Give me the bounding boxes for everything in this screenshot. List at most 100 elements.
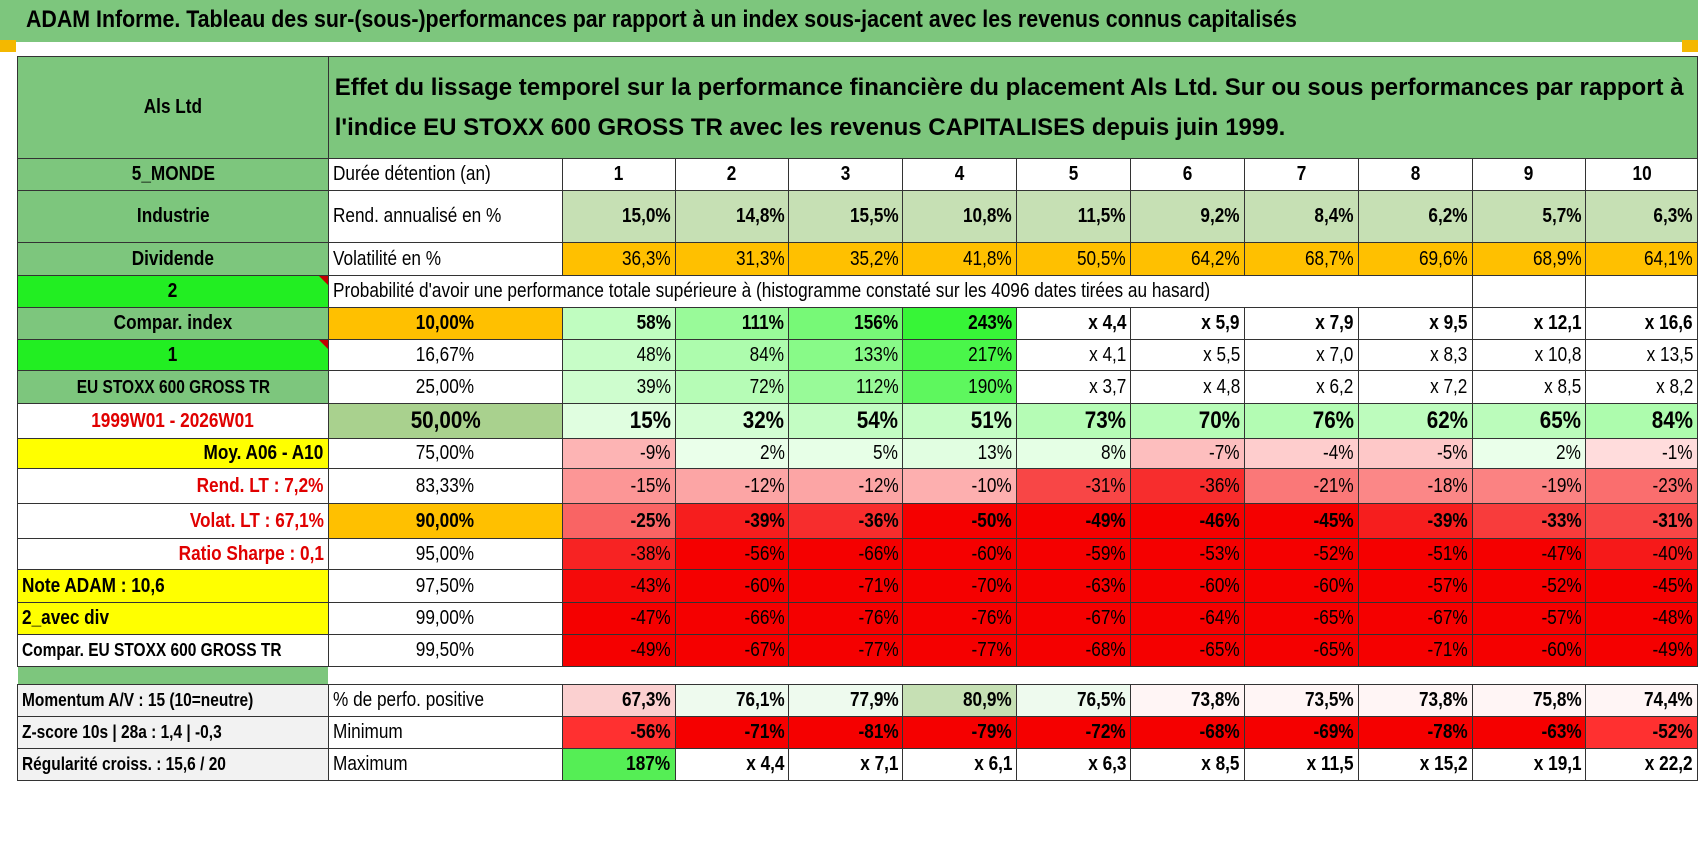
regularite-label-text: Régularité croiss. : 15,6 / 20: [22, 754, 226, 774]
percentile-label-text: 97,50%: [416, 574, 475, 597]
percentile-cell: 217%: [902, 339, 1018, 371]
percentile-cell: -59%: [1016, 538, 1132, 570]
percentile-label: 16,67%: [327, 339, 563, 371]
summary-cell: -52%: [1585, 716, 1698, 749]
percentile-cell: -60%: [674, 569, 790, 603]
percentile-cell-text: -15%: [630, 474, 671, 497]
percentile-cell-text: 8%: [1101, 442, 1127, 464]
summary-cell-text: -72%: [1085, 721, 1127, 743]
proba-label-text: Probabilité d'avoir une performance tota…: [332, 280, 1210, 302]
vol-cell: 36,3%: [561, 242, 676, 276]
summary-cell: x 6,3: [1016, 748, 1132, 781]
summary-cell: x 15,2: [1357, 748, 1473, 781]
company-name-text: Als Ltd: [143, 96, 203, 118]
percentile-label: 95,00%: [327, 538, 563, 570]
percentile-cell-text: -77%: [858, 639, 899, 661]
percentile-cell: -67%: [1357, 602, 1473, 635]
percentile-cell: x 16,6: [1585, 307, 1698, 340]
percentile-cell: -47%: [1471, 538, 1587, 570]
percentile-cell-text: -23%: [1652, 474, 1693, 497]
percentile-cell-text: -51%: [1427, 542, 1468, 565]
vol-cell-text: 68,9%: [1532, 247, 1582, 270]
vol-cell: 41,8%: [902, 242, 1018, 276]
percentile-cell-text: -19%: [1541, 474, 1582, 497]
percentile-cell-text: 70%: [1198, 407, 1240, 434]
percentile-cell-text: x 9,5: [1429, 312, 1468, 334]
percentile-cell: x 5,9: [1130, 307, 1245, 340]
percentile-cell: 112%: [788, 370, 904, 404]
percentile-row: Compar. EU STOXX 600 GROSS TR 99,50% -49% -…: [17, 634, 1698, 667]
summary-cell-text: 76,5%: [1077, 689, 1127, 711]
note-label: Note ADAM : 10,6: [17, 569, 329, 603]
percentile-cell: -76%: [788, 602, 904, 635]
summary-cell-text: -63%: [1541, 721, 1582, 743]
percentile-cell: 73%: [1016, 403, 1132, 439]
percentile-cell-text: -76%: [972, 607, 1013, 629]
percentile-cell-text: -71%: [1427, 639, 1468, 661]
period-label: 1999W01 - 2026W01: [17, 403, 329, 439]
summary-cell-text: 73,8%: [1418, 689, 1468, 711]
compar-index-label-text: Compar. index: [113, 312, 233, 334]
summary-row: Z-score 10s | 28a : 1,4 | -0,3 Minimum -56…: [17, 716, 1698, 749]
rend-cell-text: 14,8%: [735, 205, 785, 227]
percentile-cell-text: -77%: [972, 639, 1013, 661]
percentile-cell-text: -67%: [744, 639, 785, 661]
percentile-label-text: 99,00%: [416, 607, 475, 629]
percentile-cell: -65%: [1130, 634, 1245, 667]
summary-cell-text: x 7,1: [860, 753, 899, 775]
summary-cell: x 11,5: [1243, 748, 1359, 781]
percentile-cell-text: 243%: [968, 312, 1013, 334]
percentile-row: Note ADAM : 10,6 97,50% -43% -60% -71% -70% -6…: [17, 569, 1698, 603]
rend-cell: 8,4%: [1243, 190, 1359, 243]
rend-cell-text: 5,7%: [1542, 205, 1582, 227]
percentile-cell-text: 84%: [1651, 407, 1693, 434]
duree-label-text: Durée détention (an): [332, 163, 491, 185]
percentile-cell-text: -60%: [1199, 574, 1240, 597]
percentile-cell: x 8,5: [1471, 370, 1587, 404]
maximum-label-text: Maximum: [332, 753, 408, 775]
percentile-cell: -51%: [1357, 538, 1473, 570]
percentile-cell: -12%: [788, 468, 904, 504]
summary-cell: -69%: [1243, 716, 1359, 749]
percentile-cell: 243%: [902, 307, 1018, 340]
summary-cell: x 22,2: [1585, 748, 1698, 781]
percentile-cell: 70%: [1130, 403, 1245, 439]
percentile-cell: 84%: [674, 339, 790, 371]
percentile-cell-text: -31%: [1085, 474, 1127, 497]
percentile-cell: 48%: [561, 339, 676, 371]
vol-cell-text: 31,3%: [735, 247, 785, 270]
percentile-cell: -49%: [1585, 634, 1698, 667]
percentile-cell: -10%: [902, 468, 1018, 504]
summary-cell: 76,1%: [674, 684, 790, 717]
summary-cell: x 4,4: [674, 748, 790, 781]
percentile-cell: x 8,3: [1357, 339, 1473, 371]
percentile-label: 90,00%: [327, 503, 563, 539]
summary-cell-text: 73,5%: [1305, 689, 1354, 711]
summary-cell: 74,4%: [1585, 684, 1698, 717]
summary-cell: 76,5%: [1016, 684, 1132, 717]
summary-cell: -79%: [902, 716, 1018, 749]
compar-index-label: Compar. index: [17, 307, 329, 340]
percentile-cell-text: -48%: [1652, 607, 1693, 629]
summary-row: Momentum A/V : 15 (10=neutre) % de perfo.…: [17, 684, 1698, 717]
summary-cell-text: -52%: [1652, 721, 1693, 743]
summary-cell: -63%: [1471, 716, 1587, 749]
percentile-cell-text: -47%: [630, 607, 671, 629]
title-banner: ADAM Informe. Tableau des sur-(sous-)per…: [0, 0, 1698, 42]
percentile-cell-text: -33%: [1541, 509, 1582, 532]
maximum-label: Maximum: [327, 748, 563, 781]
summary-cell: 187%: [561, 748, 676, 781]
percentile-cell: x 8,2: [1585, 370, 1698, 404]
percentile-cell: x 7,0: [1243, 339, 1359, 371]
region-label-text: 5_MONDE: [131, 163, 215, 185]
percentile-row: 1999W01 - 2026W01 50,00% 15% 32% 54% 51% 73% 70…: [17, 403, 1698, 439]
percentile-cell: -66%: [674, 602, 790, 635]
percentile-cell: -53%: [1130, 538, 1245, 570]
percentile-cell: -71%: [788, 569, 904, 603]
percentile-cell-text: -60%: [1541, 639, 1582, 661]
percentile-cell-text: -9%: [639, 442, 671, 464]
spacer-cell: [903, 667, 1017, 685]
percentile-cell-text: 112%: [855, 375, 899, 398]
rend-row: Industrie Rend. annualisé en % 15,0% 14,8% 1…: [17, 190, 1698, 243]
region-label: 5_MONDE: [17, 158, 329, 191]
